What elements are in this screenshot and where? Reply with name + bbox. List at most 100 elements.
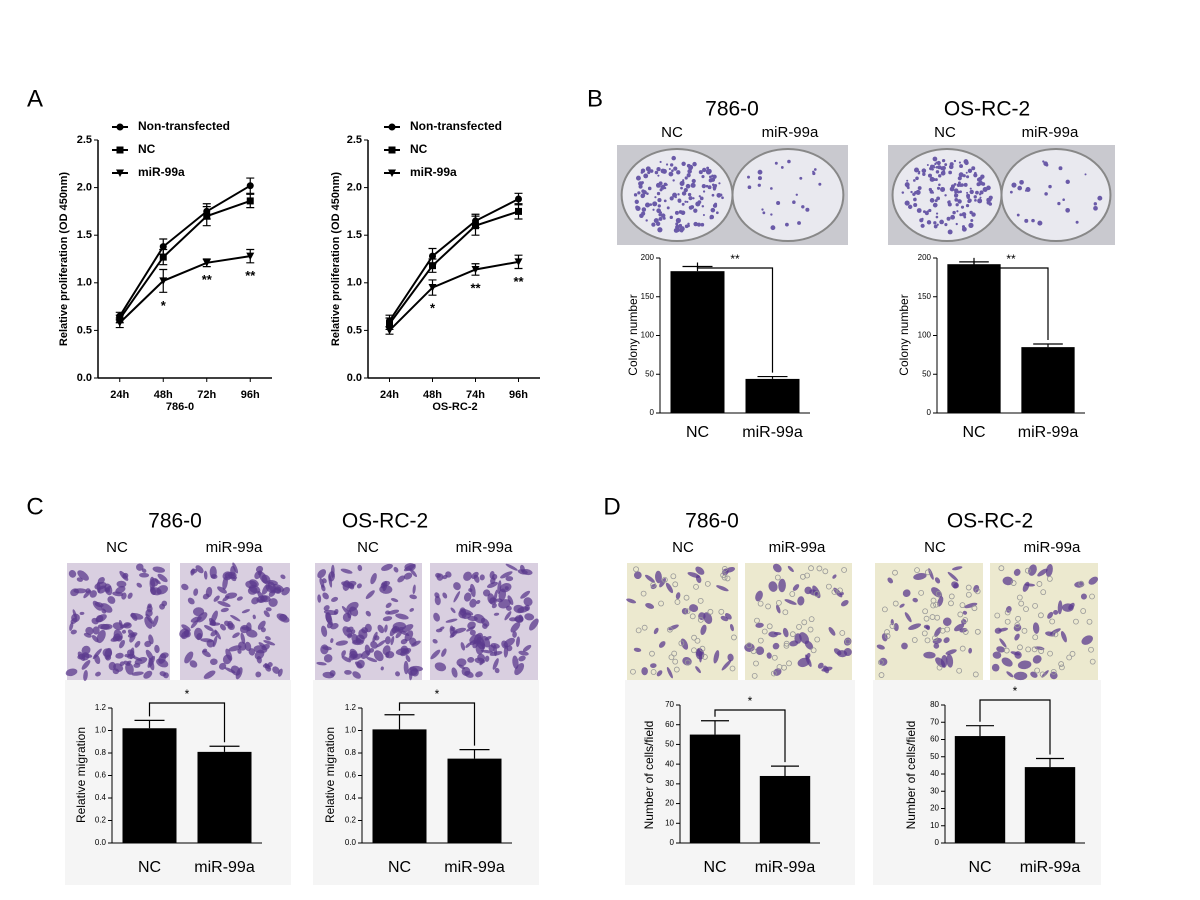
photo-label: NC [661, 124, 683, 141]
cell [934, 627, 942, 637]
legend-label: Non-transfected [138, 119, 230, 133]
colony [637, 191, 641, 195]
colony [966, 175, 970, 179]
photo-label: miR-99a [1022, 124, 1079, 141]
y-tick-label: 0.8 [345, 748, 357, 757]
colony [928, 208, 932, 213]
bar [745, 378, 800, 413]
cell [1047, 611, 1054, 619]
colony [674, 196, 677, 199]
colony [805, 207, 810, 212]
colony [967, 199, 971, 204]
colony [907, 204, 913, 210]
cell [352, 671, 361, 679]
pore [957, 611, 964, 618]
cell [254, 649, 265, 660]
marker [515, 195, 522, 203]
x-axis-label: OS-RC-2 [432, 401, 477, 413]
y-tick-label: 1.5 [77, 229, 92, 241]
colony [974, 171, 977, 175]
pore [936, 664, 943, 671]
colony [686, 224, 690, 228]
colony [684, 176, 688, 180]
cell [456, 658, 467, 667]
cell [344, 669, 352, 675]
cell [325, 612, 332, 623]
cell [449, 625, 455, 638]
cell [964, 602, 978, 609]
cell [469, 583, 476, 598]
cell [501, 640, 509, 649]
cell [434, 595, 441, 606]
error-bar [134, 719, 165, 729]
colony [664, 187, 667, 190]
cell [432, 639, 438, 644]
cell [131, 671, 144, 676]
pore [683, 594, 690, 601]
pore [721, 566, 728, 572]
cell [514, 663, 525, 676]
pore [974, 588, 981, 595]
cell [641, 667, 648, 676]
pore [1038, 612, 1044, 619]
cell [1088, 576, 1099, 585]
cell [72, 609, 77, 619]
colony [643, 173, 649, 179]
cell [463, 571, 472, 581]
cell [441, 648, 447, 657]
colony [1009, 190, 1013, 194]
cell [190, 620, 199, 629]
colony [961, 226, 967, 232]
cell [390, 636, 395, 646]
y-tick-label: 100 [641, 331, 655, 340]
colony [770, 225, 776, 231]
cell [666, 667, 673, 679]
colony [639, 213, 644, 219]
cell [248, 584, 261, 594]
cell [946, 653, 954, 668]
pore [956, 667, 963, 674]
y-tick-label: 0.5 [347, 324, 362, 336]
cell [263, 640, 276, 646]
cell [1006, 671, 1014, 678]
cell [1081, 635, 1093, 645]
cell [626, 598, 637, 604]
cell [518, 655, 526, 662]
colony [675, 217, 681, 224]
pore [641, 624, 648, 631]
cell [237, 648, 242, 654]
photo-label: NC [934, 124, 956, 141]
cell [333, 608, 339, 615]
pore [965, 591, 972, 598]
marker [514, 258, 523, 266]
colony [932, 156, 938, 162]
colony [656, 191, 661, 196]
pore [1017, 644, 1023, 651]
colony [916, 208, 922, 213]
cell [695, 566, 705, 575]
colony [698, 195, 701, 198]
pore [994, 612, 1001, 619]
cell [469, 598, 477, 608]
colony [935, 170, 940, 174]
colony [653, 218, 659, 224]
colony [1043, 161, 1048, 166]
cell [365, 590, 375, 600]
colony [936, 186, 941, 190]
colony [701, 184, 706, 189]
cell [797, 596, 805, 606]
colony [646, 192, 649, 195]
cell [96, 629, 106, 644]
colony [940, 166, 945, 171]
colony [682, 179, 685, 182]
cell [390, 598, 399, 603]
colony [705, 184, 709, 188]
colony [701, 175, 705, 179]
cell [452, 627, 467, 634]
colony [958, 161, 961, 164]
dish [891, 148, 1003, 242]
cell [279, 613, 288, 621]
cell [149, 586, 157, 596]
marker [429, 262, 436, 270]
pore [933, 601, 939, 608]
